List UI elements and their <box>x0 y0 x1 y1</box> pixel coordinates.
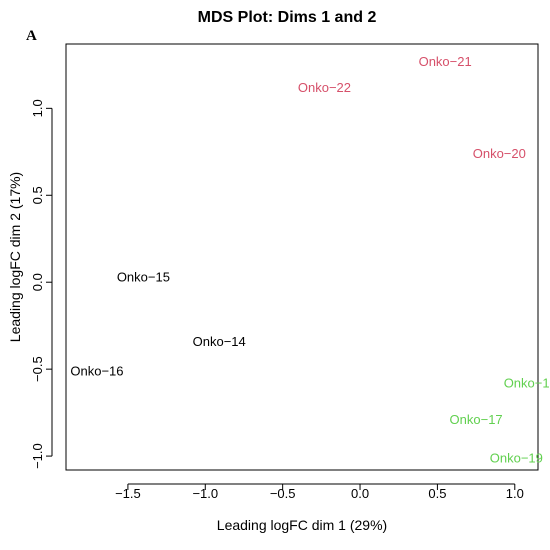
y-tick-label: −0.5 <box>30 356 45 382</box>
sample-point-label: Onko−18 <box>504 376 550 391</box>
sample-point-label: Onko−19 <box>490 450 543 465</box>
y-tick-label: −1.0 <box>30 443 45 469</box>
sample-point-label: Onko−20 <box>473 146 526 161</box>
chart-title: MDS Plot: Dims 1 and 2 <box>198 9 377 26</box>
y-tick-label: 0.5 <box>30 186 45 204</box>
sample-point-label: Onko−16 <box>70 363 123 378</box>
panel-label: A <box>26 28 37 44</box>
x-axis-label: Leading logFC dim 1 (29%) <box>217 517 387 533</box>
x-tick-label: 0.5 <box>428 486 446 501</box>
x-tick-label: −1.0 <box>192 486 218 501</box>
y-tick-label: 1.0 <box>30 99 45 117</box>
y-axis-label: Leading logFC dim 2 (17%) <box>7 172 23 342</box>
plot-frame <box>65 43 539 471</box>
x-tick-label: −1.5 <box>115 486 141 501</box>
y-tick-label: 0.0 <box>30 273 45 291</box>
y-axis: −1.0 −0.5 0.0 0.5 1.0 <box>30 99 53 469</box>
sample-point-label: Onko−15 <box>117 269 170 284</box>
sample-point-label: Onko−22 <box>298 80 351 95</box>
x-tick-label: 0.0 <box>351 486 369 501</box>
x-tick-label: −0.5 <box>270 486 296 501</box>
sample-point-label: Onko−14 <box>193 334 246 349</box>
x-tick-label: 1.0 <box>506 486 524 501</box>
sample-point-label: Onko−17 <box>450 412 503 427</box>
sample-point-label: Onko−21 <box>419 54 472 69</box>
x-axis: −1.5 −1.0 −0.5 0.0 0.5 1.0 <box>115 483 524 501</box>
point-labels: Onko−21 Onko−22 Onko−20 Onko−15 Onko−14 Onko−… <box>70 54 550 465</box>
